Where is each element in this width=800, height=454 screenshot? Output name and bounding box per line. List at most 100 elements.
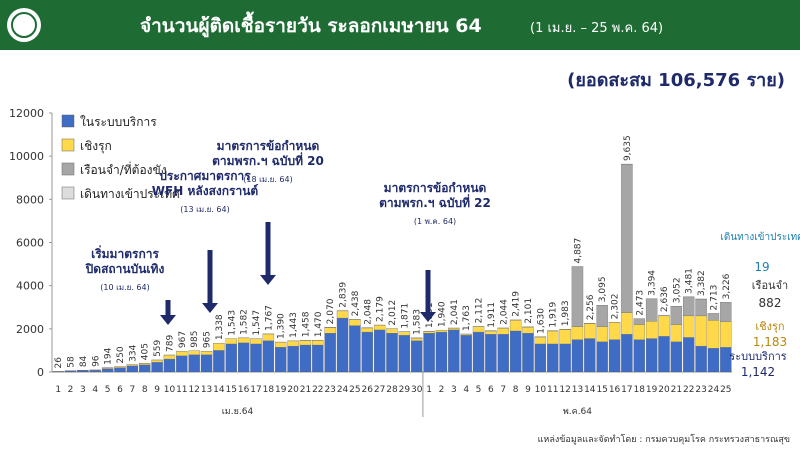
bar-segment <box>572 327 583 340</box>
total-label: 9,635 <box>623 135 633 161</box>
x-tick-label: 18 <box>634 385 646 395</box>
bar-segment <box>362 332 373 372</box>
x-tick-label: 22 <box>683 385 694 395</box>
total-label: 84 <box>79 355 89 367</box>
bar-segment <box>584 339 595 372</box>
bar-segment <box>510 331 521 372</box>
bar-segment <box>337 311 348 318</box>
x-tick-label: 5 <box>476 385 482 395</box>
bar-segment <box>498 334 509 372</box>
bar-segment <box>461 335 472 372</box>
x-tick-label: 16 <box>238 385 250 395</box>
bar-segment <box>226 339 237 344</box>
bar-segment <box>77 370 88 372</box>
y-tick-label: 8000 <box>16 193 44 206</box>
bar-segment <box>535 337 546 344</box>
bar-segment <box>572 340 583 372</box>
bar-segment <box>696 346 707 372</box>
total-label: 1,940 <box>437 301 447 327</box>
bar-segment <box>597 342 608 372</box>
x-tick-label: 25 <box>349 385 360 395</box>
x-tick-label: 1 <box>55 385 61 395</box>
latest-name: เชิงรุก <box>755 320 784 333</box>
total-label: 2,179 <box>376 296 386 322</box>
x-tick-label: 8 <box>142 385 148 395</box>
total-label: 3,095 <box>598 276 608 302</box>
x-tick-label: 10 <box>535 385 547 395</box>
bar-segment <box>139 365 150 372</box>
bar-segment <box>213 350 224 372</box>
x-tick-label: 18 <box>263 385 275 395</box>
latest-name: เรือนจำ <box>752 279 788 292</box>
annotation-arrowhead <box>160 315 176 325</box>
bar-segment <box>547 331 558 344</box>
bar-segment <box>349 320 360 326</box>
total-label: 2,101 <box>524 298 534 324</box>
bar-segment <box>424 331 435 333</box>
bar-segment <box>658 336 669 372</box>
annotation-text: (1 พ.ค. 64) <box>414 217 456 226</box>
bar-segment <box>597 327 608 342</box>
bar-segment <box>164 355 175 359</box>
x-tick-label: 25 <box>720 385 731 395</box>
bar-segment <box>720 303 731 322</box>
bar-segment <box>411 338 422 341</box>
total-label: 1,338 <box>215 314 225 340</box>
x-tick-label: 22 <box>312 385 323 395</box>
source: แหล่งข้อมูลและจัดทำโดย : กรมควบคุมโรค กร… <box>538 434 790 445</box>
x-tick-label: 15 <box>226 385 237 395</box>
x-tick-label: 10 <box>164 385 176 395</box>
annotation-text: (13 เม.ย. 64) <box>180 205 229 214</box>
bar-segment <box>683 316 694 338</box>
annotation-text: มาตรการข้อกำหนด <box>217 139 320 153</box>
legend-label: ในระบบบริการ <box>80 115 157 129</box>
bar-segment <box>560 329 571 343</box>
total-label: 3,394 <box>648 270 658 296</box>
y-tick-label: 10000 <box>9 150 44 163</box>
bar-segment <box>671 306 682 324</box>
x-tick-label: 17 <box>621 385 632 395</box>
bar-segment <box>621 164 632 312</box>
bar-segment <box>152 360 163 362</box>
latest-name: ระบบบริการ <box>729 350 787 363</box>
bar-segment <box>263 334 274 341</box>
x-tick-label: 20 <box>287 385 299 395</box>
total-label: 1,470 <box>314 311 324 337</box>
latest-value: 1,142 <box>741 365 775 379</box>
total-label: 4,887 <box>573 238 583 264</box>
latest-value: 19 <box>754 260 769 274</box>
total-label: 250 <box>116 346 126 363</box>
bar-segment <box>683 337 694 372</box>
bar-segment <box>300 341 311 345</box>
total-label: 2,636 <box>660 286 670 312</box>
bar-segment <box>189 351 200 355</box>
total-label: 2,302 <box>611 294 621 320</box>
total-label: 3,382 <box>697 270 707 296</box>
bar-segment <box>535 344 546 372</box>
x-tick-label: 3 <box>451 385 457 395</box>
bar-segment <box>522 333 533 372</box>
y-tick-label: 6000 <box>16 237 44 250</box>
bar-segment <box>461 334 472 335</box>
bar-segment <box>226 344 237 372</box>
legend-label: เรือนจำ/ที่ต้องขัง <box>80 161 167 177</box>
total-label: 2,256 <box>586 294 596 320</box>
x-tick-label: 6 <box>117 385 123 395</box>
total-label: 1,630 <box>536 308 546 334</box>
x-tick-label: 8 <box>513 385 519 395</box>
x-tick-label: 23 <box>324 385 335 395</box>
x-tick-label: 9 <box>525 385 531 395</box>
bar-segment <box>609 340 620 372</box>
bar-segment <box>646 321 657 338</box>
total-label: 789 <box>165 335 175 352</box>
bar-segment <box>696 316 707 346</box>
bar-segment <box>436 332 447 372</box>
x-tick-label: 30 <box>411 385 423 395</box>
bar-segment <box>152 362 163 372</box>
bar-segment <box>102 369 113 372</box>
total-label: 2,438 <box>351 290 361 316</box>
total-label: 2,839 <box>339 282 349 308</box>
month-label: พ.ค.64 <box>563 407 592 417</box>
bar-segment <box>522 327 533 333</box>
month-label: เม.ย.64 <box>222 407 254 417</box>
